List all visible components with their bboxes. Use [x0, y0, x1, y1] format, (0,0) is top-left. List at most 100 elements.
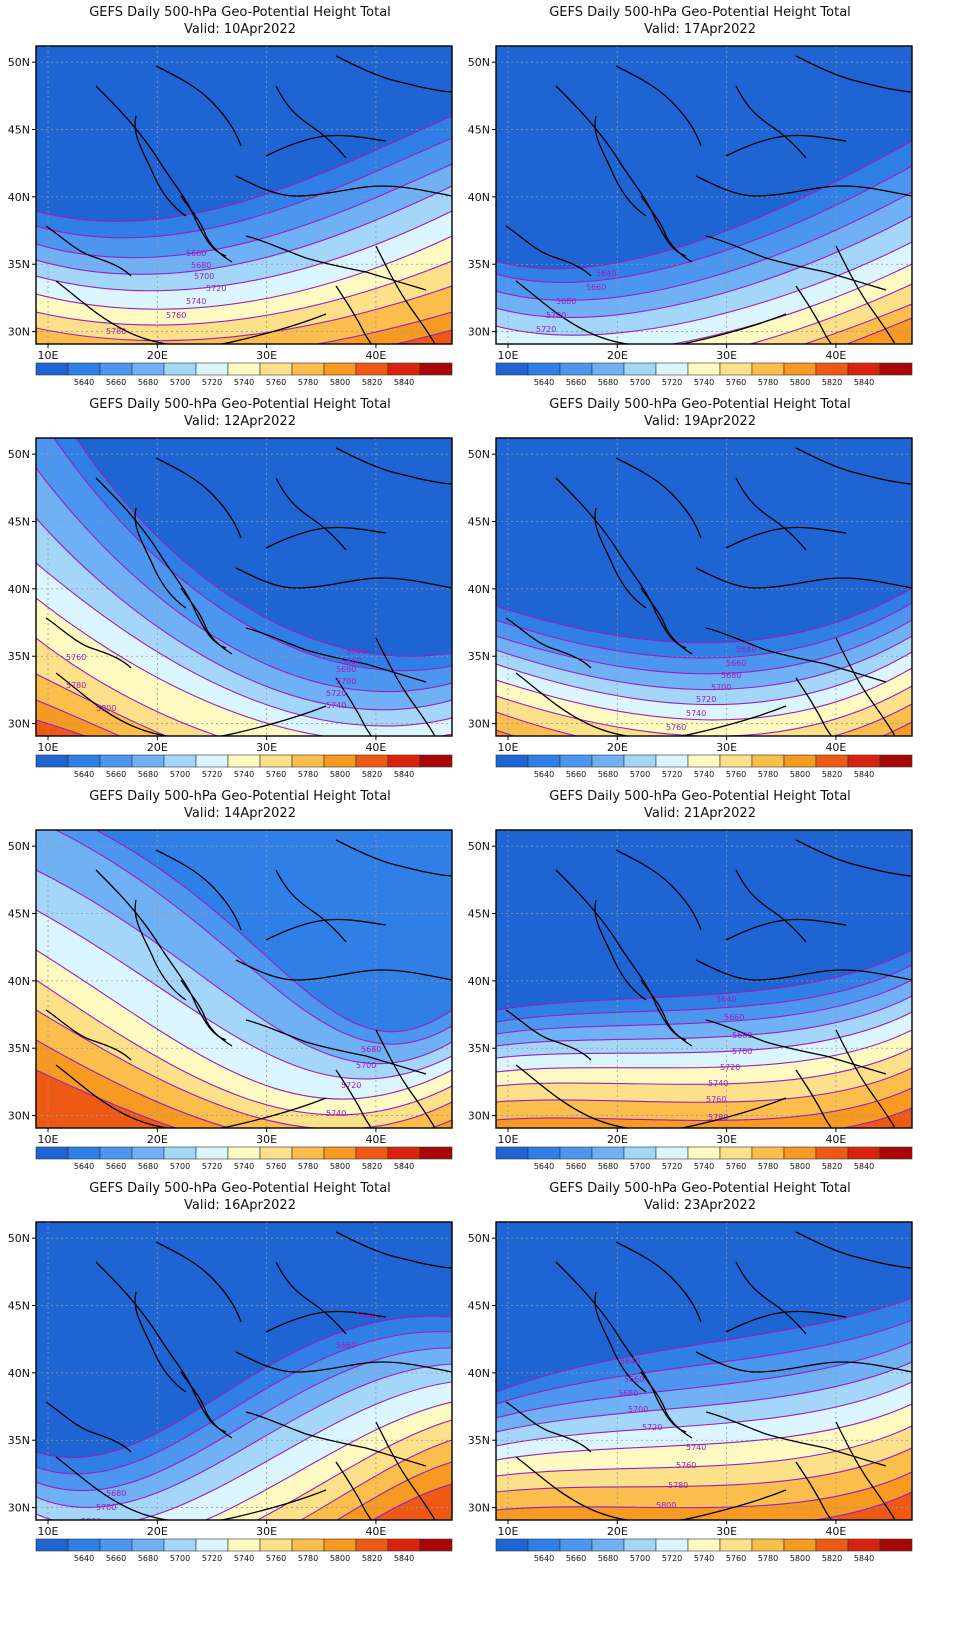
colorbar-swatch	[719, 1538, 753, 1552]
coastline	[375, 1029, 436, 1128]
colorbar-swatch	[751, 1146, 785, 1160]
map-panel: GEFS Daily 500-hPa Geo-Potential Height …	[460, 0, 940, 408]
contour-label: 5700	[194, 272, 214, 281]
coastline	[45, 1401, 132, 1453]
colorbar-label: 5720	[202, 1162, 222, 1171]
contour-label: 5720	[720, 1063, 740, 1072]
colorbar-label: 5780	[758, 378, 778, 387]
lat-label: 30N	[468, 1502, 490, 1515]
lat-label: 40N	[8, 191, 30, 204]
lat-label: 45N	[8, 124, 30, 137]
contour-label: 5780	[106, 327, 126, 336]
coastline	[555, 477, 687, 649]
colorbar-label: 5780	[298, 770, 318, 779]
contour-line	[496, 619, 912, 675]
lat-label: 35N	[8, 1434, 30, 1447]
colorbar-swatch	[291, 1146, 325, 1160]
colorbar-label: 5660	[106, 770, 126, 779]
coastline	[245, 1019, 427, 1075]
coastline	[45, 225, 132, 277]
contour-line	[845, 317, 912, 344]
coastline	[275, 85, 347, 159]
contour-label: 5700	[356, 1061, 376, 1070]
coastline	[615, 65, 702, 147]
lat-label: 45N	[468, 1300, 490, 1313]
coastline	[335, 677, 373, 736]
colorbar-swatch	[323, 1146, 357, 1160]
panel-title: GEFS Daily 500-hPa Geo-Potential Height …	[89, 1181, 391, 1196]
lat-label: 30N	[8, 1502, 30, 1515]
colorbar-swatch	[495, 754, 529, 768]
lon-label: 30E	[256, 741, 277, 754]
contour-label: 5800	[96, 704, 116, 713]
contour-line	[75, 438, 452, 657]
contour-line	[36, 467, 452, 693]
colorbar-label: 5700	[630, 770, 650, 779]
height-band	[496, 1472, 912, 1520]
contour-label: 5740	[708, 1079, 728, 1088]
colorbar-swatch	[163, 754, 197, 768]
coastline	[555, 1261, 687, 1433]
colorbar-label: 5700	[170, 770, 190, 779]
coastline	[615, 1241, 702, 1323]
contour-line	[496, 587, 912, 644]
contour-line	[496, 1425, 912, 1477]
lon-label: 10E	[38, 349, 59, 362]
colorbar-label: 5660	[106, 378, 126, 387]
colorbar-swatch	[355, 362, 389, 376]
lon-label: 20E	[147, 741, 168, 754]
colorbar-swatch	[879, 1538, 913, 1552]
contour-label: 5680	[336, 665, 356, 674]
coastline	[735, 477, 807, 551]
contour-line	[371, 1483, 452, 1520]
contour-label: 5720	[326, 689, 346, 698]
contour-line	[496, 1011, 912, 1059]
colorbar-label: 5640	[534, 1554, 554, 1563]
colorbar-label: 5700	[170, 1554, 190, 1563]
contour-label: 5680	[732, 1031, 752, 1040]
height-band	[372, 1484, 452, 1520]
contour-line	[256, 1419, 452, 1520]
colorbar-label: 5760	[266, 770, 286, 779]
height-band	[843, 1108, 912, 1128]
contour-line	[95, 830, 452, 1033]
coastline	[245, 1411, 427, 1467]
lon-label: 10E	[498, 741, 519, 754]
coastline	[515, 1456, 787, 1520]
colorbar-label: 5680	[598, 770, 618, 779]
contour-label: 5800	[656, 1501, 676, 1510]
lat-label: 35N	[468, 1434, 490, 1447]
colorbar-swatch	[227, 754, 261, 768]
coastline	[594, 1291, 647, 1393]
colorbar-label: 5740	[234, 1554, 254, 1563]
colorbar-label: 5820	[362, 770, 382, 779]
lon-label: 40E	[825, 1525, 846, 1538]
lat-label: 45N	[8, 1300, 30, 1313]
lat-label: 45N	[8, 516, 30, 529]
panel-title: GEFS Daily 500-hPa Geo-Potential Height …	[89, 789, 391, 804]
lon-label: 20E	[607, 1525, 628, 1538]
map-svg: 566056805700572057405760578050N45N40N35N…	[8, 45, 453, 387]
contour-line	[300, 1439, 452, 1520]
contour-label: 5760	[666, 723, 686, 732]
colorbar-swatch	[751, 754, 785, 768]
contour-line	[36, 185, 452, 275]
lon-label: 20E	[147, 1133, 168, 1146]
coastline	[795, 677, 833, 736]
height-band	[814, 1492, 912, 1520]
colorbar-swatch	[591, 1146, 625, 1160]
colorbar-label: 5840	[854, 378, 874, 387]
coastline	[795, 839, 912, 877]
colorbar-swatch	[259, 1146, 293, 1160]
lon-label: 40E	[825, 349, 846, 362]
height-band	[496, 704, 912, 736]
contour-line	[496, 1087, 912, 1122]
lon-label: 10E	[498, 1133, 519, 1146]
contour-line	[496, 685, 912, 736]
colorbar-swatch	[131, 1538, 165, 1552]
coastline	[235, 1351, 452, 1373]
coastline	[795, 55, 912, 93]
lat-label: 30N	[468, 718, 490, 731]
colorbar-swatch	[35, 754, 69, 768]
